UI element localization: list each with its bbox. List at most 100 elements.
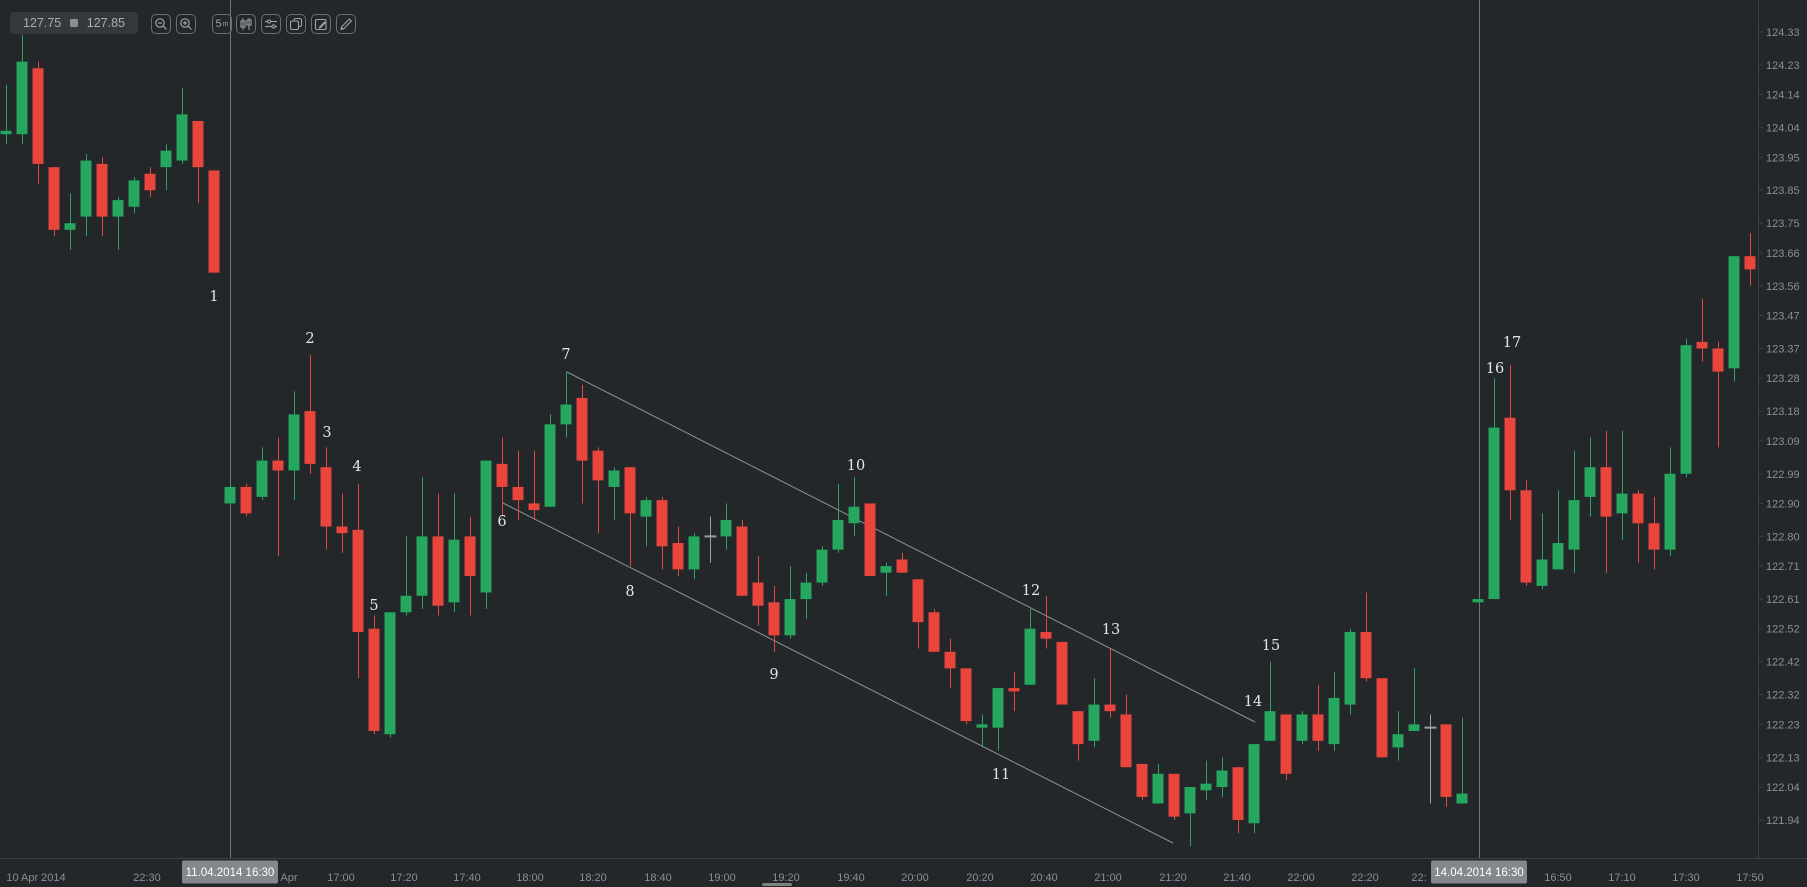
zoom-out-button[interactable] [151, 14, 171, 34]
timeframe-label: 5 [215, 18, 222, 30]
price-tick-label[interactable]: 123.37 [1766, 343, 1800, 355]
time-tick-label[interactable]: 20:20 [966, 872, 994, 884]
time-tick-label[interactable]: 21:00 [1094, 872, 1122, 884]
time-tick-label[interactable]: 18:20 [579, 872, 607, 884]
price-tick-label[interactable]: 123.18 [1766, 406, 1800, 418]
time-tick-label[interactable]: 18:40 [644, 872, 672, 884]
price-tick-label[interactable]: 124.04 [1766, 123, 1800, 135]
trend-channel-line[interactable] [566, 371, 1256, 723]
price-tick-label[interactable]: 122.71 [1766, 561, 1800, 573]
time-tick-label[interactable]: 18:00 [516, 872, 544, 884]
time-tick-label[interactable]: 20:00 [901, 872, 929, 884]
time-tick-label[interactable]: 22:00 [1287, 872, 1315, 884]
candle-body [1120, 714, 1132, 768]
candle-body [528, 503, 540, 511]
candle-body [336, 526, 348, 534]
time-tick-label[interactable]: 22:20 [1351, 872, 1379, 884]
chart-type-button[interactable] [236, 14, 256, 34]
price-tick-label[interactable]: 122.99 [1766, 469, 1800, 481]
candle-body [1088, 704, 1100, 741]
candle-body [672, 543, 684, 570]
candle-body [64, 223, 76, 230]
candle-body [1680, 345, 1692, 474]
session-date-box[interactable] [1431, 860, 1527, 884]
price-tick-label[interactable]: 123.75 [1766, 218, 1800, 230]
time-tick-label[interactable]: 17:00 [327, 872, 355, 884]
candle-body [1712, 348, 1724, 372]
candle-body [1152, 773, 1164, 804]
price-tick-label[interactable]: 122.23 [1766, 719, 1800, 731]
indicators-button[interactable] [261, 14, 281, 34]
candle-body [880, 566, 892, 573]
zoom-in-button[interactable] [176, 14, 196, 34]
price-tick-label[interactable]: 123.56 [1766, 281, 1800, 293]
time-tick-label[interactable]: 17:10 [1608, 872, 1636, 884]
layers-copy-icon [289, 17, 303, 31]
candle-body [816, 549, 828, 583]
candle-body [1184, 786, 1196, 814]
time-tick-label[interactable]: 10 Apr 2014 [6, 872, 65, 884]
candle-body [288, 414, 300, 471]
time-tick-label[interactable]: 17:30 [1672, 872, 1700, 884]
price-tick-label[interactable]: 124.33 [1766, 27, 1800, 39]
candle-body [272, 460, 284, 471]
time-tick-label[interactable]: 21:20 [1159, 872, 1187, 884]
price-tick-label[interactable]: 122.61 [1766, 594, 1800, 606]
time-tick-label[interactable]: 17:20 [390, 872, 418, 884]
candle-body [688, 536, 700, 570]
swing-label: 6 [497, 514, 506, 530]
time-tick-label[interactable]: 17:40 [453, 872, 481, 884]
price-tick-label[interactable]: 122.04 [1766, 782, 1800, 794]
candle-body [176, 114, 188, 161]
candle-body [32, 68, 44, 164]
candle-body [1584, 467, 1596, 497]
swing-label: 8 [625, 584, 634, 600]
time-tick-label[interactable]: 21:40 [1223, 872, 1251, 884]
edit-button[interactable] [311, 14, 331, 34]
price-tick-label[interactable]: 122.13 [1766, 752, 1800, 764]
price-tick-label[interactable]: 123.85 [1766, 185, 1800, 197]
price-tick-label[interactable]: 124.14 [1766, 90, 1800, 102]
candle-body [896, 559, 908, 573]
time-tick-label[interactable]: 17:50 [1736, 872, 1764, 884]
time-tick-label[interactable]: 19:20 [772, 872, 800, 884]
candle-body [624, 467, 636, 514]
candle-body [784, 599, 796, 636]
candle-body [160, 150, 172, 168]
candle-body [1312, 714, 1324, 741]
price-tick-label[interactable]: 123.09 [1766, 436, 1800, 448]
templates-button[interactable] [286, 14, 306, 34]
time-tick-label[interactable]: 22: [1411, 872, 1426, 884]
marker-pen-icon [339, 17, 353, 31]
time-tick-label[interactable]: 19:00 [708, 872, 736, 884]
scrollbar-thumb[interactable] [762, 883, 792, 886]
candle-body [832, 519, 844, 550]
candle-body [1328, 697, 1340, 745]
price-tick-label[interactable]: 122.80 [1766, 531, 1800, 543]
quote-widget[interactable]: 127.75 127.85 [10, 12, 138, 34]
price-tick-label[interactable]: 123.66 [1766, 248, 1800, 260]
time-tick-label[interactable]: 22:30 [133, 872, 161, 884]
time-tick-label[interactable]: 20:40 [1030, 872, 1058, 884]
price-tick-label[interactable]: 122.90 [1766, 498, 1800, 510]
candle-body [480, 460, 492, 593]
swing-label: 16 [1486, 361, 1504, 377]
candle-body [1344, 632, 1356, 705]
candle-body [368, 628, 380, 731]
price-tick-label[interactable]: 122.52 [1766, 624, 1800, 636]
price-tick-label[interactable]: 122.32 [1766, 690, 1800, 702]
price-tick-label[interactable]: 123.95 [1766, 152, 1800, 164]
price-tick-label[interactable]: 123.47 [1766, 311, 1800, 323]
price-tick-label[interactable]: 123.28 [1766, 373, 1800, 385]
time-tick-label[interactable]: 19:40 [837, 872, 865, 884]
time-tick-label[interactable]: 16:50 [1544, 872, 1572, 884]
price-tick-label[interactable]: 124.23 [1766, 60, 1800, 72]
session-date-box[interactable] [182, 860, 278, 884]
time-tick-label[interactable]: Apr [280, 872, 297, 884]
trend-channel-line[interactable] [502, 502, 1174, 844]
price-tick-label[interactable]: 122.42 [1766, 657, 1800, 669]
draw-button[interactable] [336, 14, 356, 34]
price-tick-label[interactable]: 121.94 [1766, 815, 1800, 827]
